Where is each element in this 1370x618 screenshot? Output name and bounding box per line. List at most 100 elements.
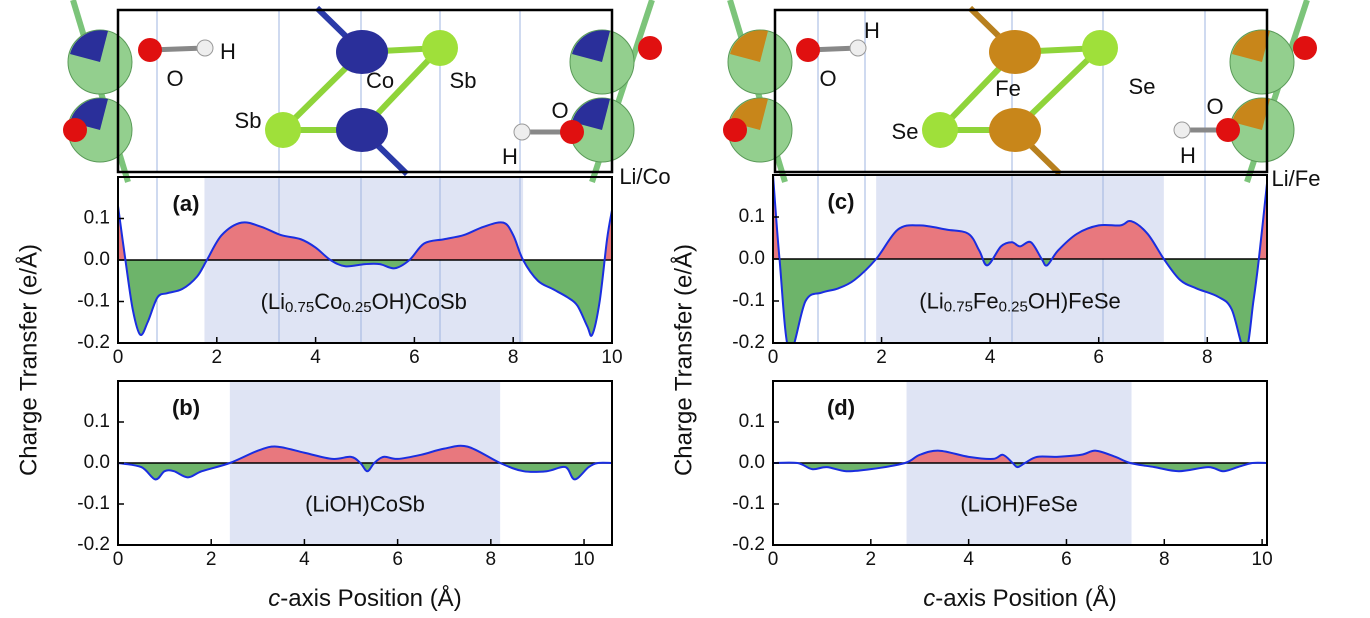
- atom: [989, 30, 1041, 74]
- annotation-part: (Li: [919, 288, 943, 313]
- atom: [265, 112, 301, 148]
- atom-label: H: [220, 39, 236, 64]
- x-axis-label: c-axis Position (Å): [923, 584, 1116, 612]
- x-tick-label: 8: [508, 347, 519, 368]
- x-tick-label: 4: [963, 549, 974, 570]
- y-tick-label: -0.1: [77, 493, 110, 514]
- atom: [513, 123, 531, 141]
- annotation-part: 0.25: [342, 299, 371, 316]
- y-tick-label: -0.1: [732, 493, 765, 514]
- atom: [138, 38, 162, 62]
- annotation-part: Co: [314, 289, 342, 314]
- y-axis-label: Charge Transfer (e/Å): [669, 244, 697, 476]
- x-tick-label: 0: [113, 347, 124, 368]
- x-tick-label: 2: [206, 549, 217, 570]
- atom: [336, 30, 388, 74]
- y-axis-label: Charge Transfer (e/Å): [14, 244, 42, 476]
- annotation: (LiOH)FeSe: [960, 491, 1077, 516]
- atom-label: Sb: [450, 68, 477, 93]
- x-axis-label-part: -axis Position (Å): [935, 584, 1116, 612]
- atom: [989, 108, 1041, 152]
- x-tick-label: 0: [768, 347, 779, 368]
- x-tick-label: 8: [1159, 549, 1170, 570]
- y-tick-label: 0.0: [739, 248, 765, 269]
- structure-box: [773, 8, 1269, 174]
- annotation-part: Fe: [973, 288, 999, 313]
- atom: [730, 30, 768, 62]
- atom: [70, 30, 108, 62]
- annotation-part: 0.75: [285, 299, 314, 316]
- positive-area: [118, 206, 612, 260]
- x-tick-label: 6: [409, 347, 420, 368]
- y-tick-label: 0.1: [739, 411, 765, 432]
- atom: [560, 120, 584, 144]
- negative-area: [118, 463, 612, 480]
- line: [773, 175, 1267, 343]
- atom: [336, 108, 388, 152]
- x-tick-label: 0: [113, 549, 124, 570]
- x-tick-label: 6: [1061, 549, 1072, 570]
- structure-box: [116, 8, 614, 174]
- atom: [796, 38, 820, 62]
- atom-label: Li/Fe: [1272, 166, 1321, 191]
- y-tick-label: 0.0: [84, 452, 110, 473]
- atom: [572, 30, 610, 62]
- x-axis-label: c-axis Position (Å): [268, 584, 461, 612]
- atom: [1216, 118, 1240, 142]
- x-tick-label: 2: [876, 347, 887, 368]
- structure: O H Co Sb Sb O H Li/Co: [63, 0, 671, 189]
- line: [118, 444, 612, 481]
- panel-label: (a): [173, 191, 200, 216]
- atom: [1173, 121, 1191, 139]
- y-tick-label: -0.2: [732, 332, 765, 353]
- y-tick-label: -0.1: [77, 291, 110, 312]
- atom: [723, 118, 747, 142]
- atom-label: Se: [892, 119, 919, 144]
- atom: [1293, 36, 1317, 60]
- atom-label: Fe: [995, 76, 1021, 101]
- y-tick-label: 0.1: [84, 411, 110, 432]
- annotation: (Li0.75Fe0.25OH)FeSe: [919, 288, 1120, 315]
- annotation-part: OH)CoSb: [372, 289, 467, 314]
- x-axis-label-part: -axis Position (Å): [280, 584, 461, 612]
- y-tick-label: -0.2: [77, 534, 110, 555]
- atom: [1232, 30, 1270, 62]
- x-tick-label: 10: [601, 347, 622, 368]
- line: [118, 205, 612, 337]
- atom-label: O: [551, 98, 568, 123]
- y-tick-label: 0.0: [84, 249, 110, 270]
- negative-area: [118, 260, 612, 336]
- x-tick-label: 0: [768, 549, 779, 570]
- y-tick-label: 0.1: [739, 206, 765, 227]
- atom: [422, 30, 458, 66]
- atom: [63, 118, 87, 142]
- annotation: (Li0.75Co0.25OH)CoSb: [261, 289, 467, 316]
- x-tick-label: 4: [299, 549, 310, 570]
- positive-area: [773, 175, 1267, 259]
- atom: [922, 112, 958, 148]
- x-tick-label: 6: [392, 549, 403, 570]
- atom-label: Se: [1129, 74, 1156, 99]
- x-tick-label: 6: [1093, 347, 1104, 368]
- x-tick-label: 4: [985, 347, 996, 368]
- x-tick-label: 10: [573, 549, 594, 570]
- y-tick-label: -0.2: [77, 332, 110, 353]
- atom-label: H: [1180, 143, 1196, 168]
- annotation-part: (LiOH)CoSb: [305, 491, 425, 516]
- x-tick-label: 8: [486, 549, 497, 570]
- annotation: (LiOH)CoSb: [305, 491, 425, 516]
- x-axis-label-part: c: [268, 585, 280, 612]
- panel-label: (b): [172, 395, 200, 420]
- atom: [849, 39, 867, 57]
- x-tick-label: 2: [212, 347, 223, 368]
- panel-label: (c): [828, 189, 855, 214]
- panel-label: (d): [827, 395, 855, 420]
- atom: [638, 36, 662, 60]
- atom-label: Li/Co: [619, 164, 670, 189]
- atom: [1232, 98, 1270, 130]
- y-tick-label: 0.0: [739, 452, 765, 473]
- x-tick-label: 4: [310, 347, 321, 368]
- atom-label: Co: [366, 68, 394, 93]
